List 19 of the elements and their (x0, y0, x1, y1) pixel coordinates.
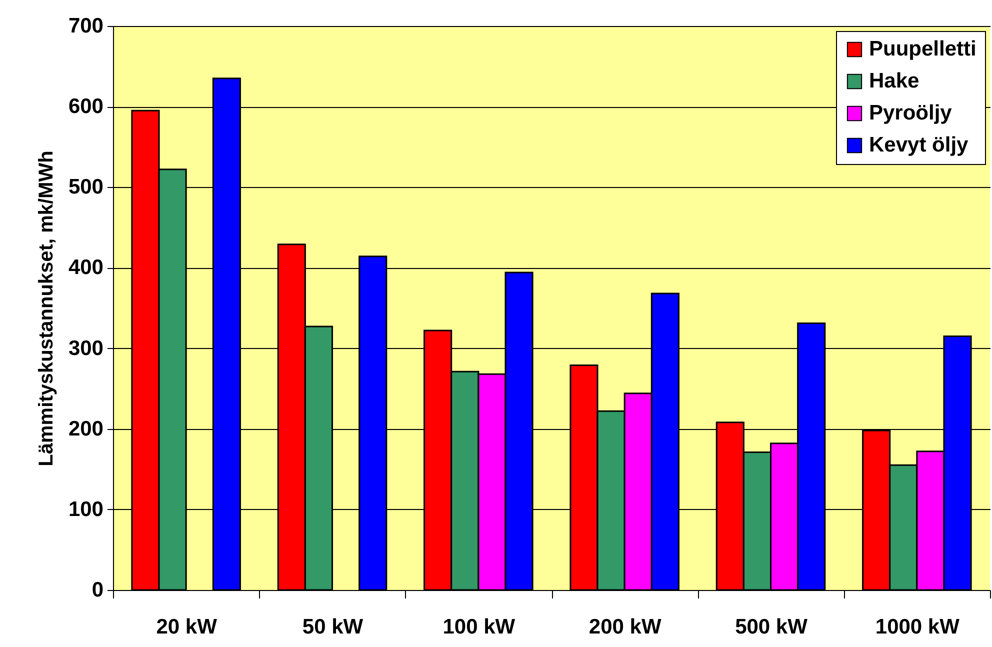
y-tick-label: 200 (68, 417, 104, 440)
y-tick-label: 400 (68, 256, 104, 280)
y-tick-label: 700 (68, 14, 104, 38)
legend-label: Hake (869, 70, 920, 92)
legend-label: Puupelletti (869, 38, 976, 60)
y-tick-label: 500 (68, 176, 104, 199)
x-tick-label: 20 kW (156, 616, 218, 638)
y-tick-label: 0 (92, 578, 104, 602)
y-tick-label: 100 (68, 498, 104, 521)
x-tick-label: 200 kW (588, 616, 662, 638)
legend-label: Kevyt öljy (869, 134, 969, 156)
legend-label: Pyroöljy (869, 102, 952, 124)
y-tick-label: 600 (68, 95, 104, 118)
y-tick-label: 300 (68, 336, 104, 360)
y-axis-title: Lämmityskustannukset, mk/MWh (35, 150, 58, 466)
x-tick-label: 500 kW (735, 616, 808, 638)
x-tick-label: 100 kW (442, 616, 516, 638)
x-tick-label: 50 kW (302, 616, 364, 638)
x-tick-label: 1000 kW (875, 616, 960, 638)
